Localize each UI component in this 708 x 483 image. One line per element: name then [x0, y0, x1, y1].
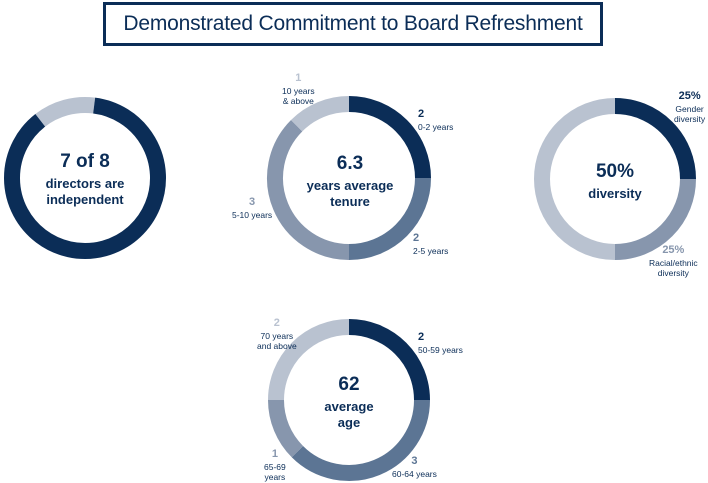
tenure-value: 6.3 — [336, 153, 364, 174]
age-line1: average — [324, 398, 374, 414]
independence-donut — [4, 97, 166, 259]
tenure-line2: tenure — [330, 194, 370, 209]
label-tenure-0-2: 2 0-2 years — [418, 108, 454, 132]
label-tenure-10-plus: 1 10 years & above — [282, 72, 315, 107]
diversity-donut — [534, 98, 696, 260]
independence-slice-independent — [4, 97, 166, 259]
tenure-slice-10-years-above — [291, 96, 350, 132]
age-value: 62 — [338, 374, 360, 395]
age-donut — [268, 319, 430, 481]
tenure-donut — [267, 96, 431, 260]
page-title: Demonstrated Commitment to Board Refresh… — [103, 2, 603, 46]
tenure-slice-2-5-years — [348, 177, 431, 260]
label-age-50-59: 2 50-59 years — [418, 331, 463, 355]
age-slice-70-years-and-above — [268, 319, 350, 401]
diversity-slice-racial-ethnic-diversity — [614, 178, 696, 260]
independence-value: 7 of 8 — [60, 151, 110, 172]
diversity-slice-not-diverse — [534, 98, 616, 260]
age-line2: age — [337, 415, 361, 430]
diversity-line1: diversity — [588, 185, 642, 201]
label-racial-diversity: 25% Racial/ethnic diversity — [649, 244, 698, 279]
age-slice-60-64-years — [291, 399, 430, 481]
independence-line1: directors are — [45, 175, 125, 191]
age-slice-65-69-years — [268, 399, 304, 458]
independence-slice-not-independent — [35, 97, 96, 127]
diversity-center: 50% diversity — [560, 160, 670, 202]
tenure-center: 6.3 years average tenure — [295, 152, 405, 210]
label-tenure-5-10: 3 5-10 years — [232, 196, 273, 220]
diversity-slice-gender-diversity — [614, 98, 696, 180]
independence-line2: independent — [46, 192, 124, 207]
tenure-slice-0-2-years — [348, 96, 431, 179]
diversity-value: 50% — [595, 161, 635, 182]
age-center: 62 average age — [294, 373, 404, 431]
label-age-65-69: 1 65-69 years — [264, 448, 286, 483]
independence-center: 7 of 8 directors are independent — [30, 150, 140, 208]
label-tenure-2-5: 2 2-5 years — [413, 232, 449, 256]
label-age-70-plus: 2 70 years and above — [257, 317, 297, 352]
age-slice-50-59-years — [348, 319, 430, 401]
label-age-60-64: 3 60-64 years — [392, 455, 437, 479]
tenure-line1: years average — [306, 177, 394, 193]
tenure-slice-5-10-years — [267, 120, 350, 260]
label-gender-diversity: 25% Gender diversity — [674, 90, 706, 125]
